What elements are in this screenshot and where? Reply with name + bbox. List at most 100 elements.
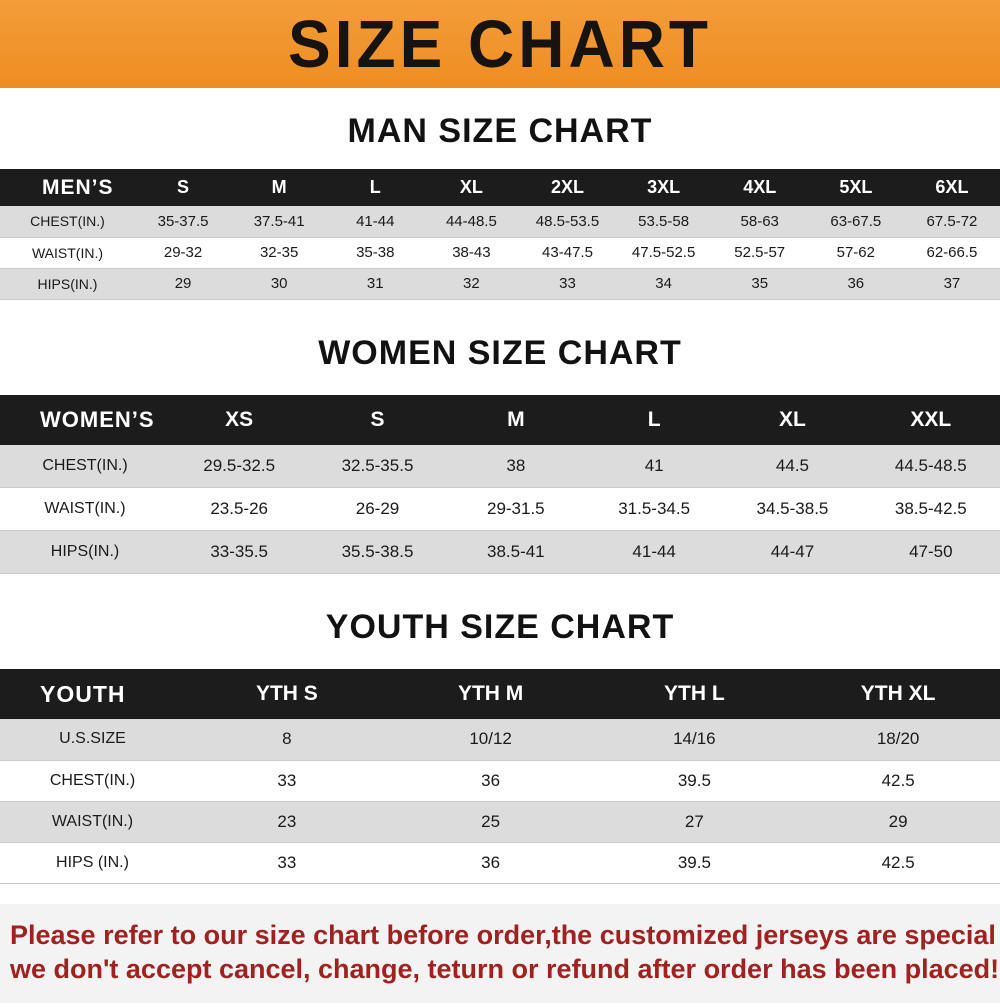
- size-column-header: XS: [225, 407, 254, 431]
- order-policy-note-line-2: we don't accept cancel, change, teturn o…: [10, 954, 1000, 985]
- size-value-cell: 57-62: [836, 244, 875, 261]
- row-label-cell: WAIST(IN.): [31, 244, 104, 261]
- size-value-cell: 42.5: [881, 852, 915, 872]
- size-value-cell: 10/12: [469, 729, 512, 749]
- size-column-header: YTH M: [457, 682, 524, 705]
- table-title-cell: WOMEN’S: [40, 406, 155, 432]
- size-value-cell: 33: [559, 275, 576, 292]
- size-column-header: M: [271, 177, 287, 197]
- table-row: WAIST(IN.) 23.5-26 26-29 29-31.5 31.5-34.5 34…: [0, 487, 1000, 531]
- size-value-cell: 29: [174, 275, 192, 292]
- man-size-chart-heading: MAN SIZE CHART: [347, 112, 653, 150]
- size-column-header: 5XL: [839, 177, 873, 197]
- row-label-cell: HIPS (IN.): [56, 853, 129, 871]
- women-size-chart-heading: WOMEN SIZE CHART: [318, 333, 682, 372]
- size-column-header: YTH XL: [860, 682, 936, 705]
- size-value-cell: 38.5-41: [486, 542, 545, 561]
- size-value-cell: 25: [481, 811, 501, 831]
- size-value-cell: 44-48.5: [445, 212, 497, 230]
- size-value-cell: 38-43: [452, 244, 491, 261]
- size-column-header: 6XL: [935, 177, 969, 197]
- size-value-cell: 48.5-53.5: [535, 212, 600, 230]
- size-value-cell: 41-44: [632, 542, 676, 561]
- size-value-cell: 36: [481, 852, 501, 872]
- size-value-cell: 53.5-58: [638, 212, 690, 230]
- size-value-cell: 41: [644, 455, 664, 475]
- size-column-header: YTH S: [255, 682, 318, 705]
- size-value-cell: 36: [481, 770, 501, 790]
- banner-title: SIZE CHART: [288, 6, 712, 82]
- row-label-cell: CHEST(IN.): [49, 771, 136, 789]
- size-value-cell: 39.5: [677, 852, 711, 872]
- size-value-cell: 32.5-35.5: [341, 455, 414, 475]
- size-value-cell: 23: [277, 811, 297, 831]
- size-value-cell: 23.5-26: [210, 499, 268, 518]
- size-value-cell: 62-66.5: [926, 244, 978, 261]
- table-title-cell: MEN’S: [42, 175, 114, 199]
- size-column-header: L: [647, 407, 661, 431]
- row-label-cell: WAIST(IN.): [51, 812, 134, 830]
- size-column-header: 2XL: [550, 177, 584, 197]
- table-row: U.S.SIZE 8 10/12 14/16 18/20: [0, 719, 1000, 760]
- size-value-cell: 27: [684, 811, 704, 831]
- table-row: CHEST(IN.) 33 36 39.5 42.5: [0, 760, 1000, 801]
- size-value-cell: 32: [463, 275, 480, 292]
- size-value-cell: 33: [277, 770, 297, 790]
- order-policy-note-line-1: Please refer to our size chart before or…: [10, 919, 1000, 950]
- table-row: CHEST(IN.) 29.5-32.5 32.5-35.5 38 41 44.5 44.5…: [0, 444, 1000, 488]
- order-policy-note: Please refer to our size chart before or…: [0, 903, 1000, 1003]
- table-row: CHEST(IN.) 35-37.5 37.5-41 41-44 44-48.5 48.5…: [0, 206, 1000, 237]
- size-column-header: YTH L: [664, 682, 725, 705]
- youth-size-section: YOUTH SIZE CHART YOUTH YTH S YTH M YTH L YTH…: [0, 608, 1000, 884]
- table-header-row: WOMEN’S XS S M L XL XXL: [0, 394, 1000, 445]
- row-label-cell: HIPS(IN.): [37, 275, 98, 292]
- women-size-section: WOMEN SIZE CHART WOMEN’S XS S M L XL XXL CHEST(…: [0, 334, 1000, 575]
- table-header-row: YOUTH YTH S YTH M YTH L YTH XL: [0, 669, 1000, 719]
- mens-size-table: MEN’S S M L XL 2XL 3XL 4XL 5XL 6XL CHEST(IN.) 35-37…: [0, 169, 1000, 300]
- size-value-cell: 42.5: [881, 770, 915, 790]
- size-column-header: XL: [459, 177, 483, 197]
- size-value-cell: 29-32: [163, 244, 203, 261]
- size-column-header: S: [177, 177, 190, 197]
- table-title-cell: YOUTH: [40, 680, 126, 707]
- table-row: WAIST(IN.) 23 25 27 29: [0, 801, 1000, 842]
- size-value-cell: 34: [655, 275, 672, 292]
- size-value-cell: 47.5-52.5: [631, 244, 696, 261]
- size-value-cell: 38.5-42.5: [894, 499, 967, 518]
- size-value-cell: 35-37.5: [157, 212, 209, 230]
- size-value-cell: 43-47.5: [542, 244, 593, 261]
- row-label-cell: HIPS(IN.): [50, 543, 120, 560]
- table-header-row: MEN’S S M L XL 2XL 3XL 4XL 5XL 6XL: [0, 169, 1000, 206]
- size-column-header: L: [369, 177, 381, 197]
- row-label-cell: WAIST(IN.): [44, 500, 126, 517]
- size-value-cell: 29-31.5: [486, 499, 545, 518]
- size-value-cell: 58-63: [740, 212, 779, 230]
- size-column-header: 3XL: [647, 177, 681, 197]
- size-value-cell: 29.5-32.5: [203, 455, 276, 475]
- size-value-cell: 29: [888, 811, 908, 831]
- size-value-cell: 8: [282, 729, 292, 749]
- size-column-header: M: [507, 407, 525, 431]
- youth-size-chart-heading: YOUTH SIZE CHART: [325, 608, 675, 646]
- row-label-cell: U.S.SIZE: [59, 730, 126, 748]
- size-value-cell: 63-67.5: [830, 212, 882, 230]
- size-value-cell: 44.5: [775, 455, 810, 475]
- size-value-cell: 36: [847, 275, 865, 292]
- size-value-cell: 44-47: [770, 542, 815, 561]
- table-row: WAIST(IN.) 29-32 32-35 35-38 38-43 43-47.5 47.…: [0, 237, 1000, 268]
- size-column-header: XL: [779, 407, 806, 431]
- size-value-cell: 39.5: [677, 770, 711, 790]
- size-value-cell: 37.5-41: [253, 212, 305, 230]
- size-value-cell: 38: [506, 455, 526, 475]
- size-column-header: 4XL: [743, 177, 777, 197]
- size-value-cell: 31.5-34.5: [618, 499, 691, 518]
- man-size-section: MAN SIZE CHART MEN’S S M L XL 2XL 3XL 4XL 5XL 6XL…: [0, 112, 1000, 300]
- size-column-header: S: [370, 407, 385, 431]
- size-value-cell: 31: [366, 275, 384, 292]
- size-value-cell: 37: [943, 275, 961, 292]
- size-value-cell: 26-29: [355, 499, 400, 518]
- size-chart-banner: SIZE CHART: [0, 0, 1000, 88]
- size-value-cell: 44.5-48.5: [894, 455, 967, 475]
- size-value-cell: 33-35.5: [210, 542, 268, 561]
- row-label-cell: CHEST(IN.): [42, 456, 128, 474]
